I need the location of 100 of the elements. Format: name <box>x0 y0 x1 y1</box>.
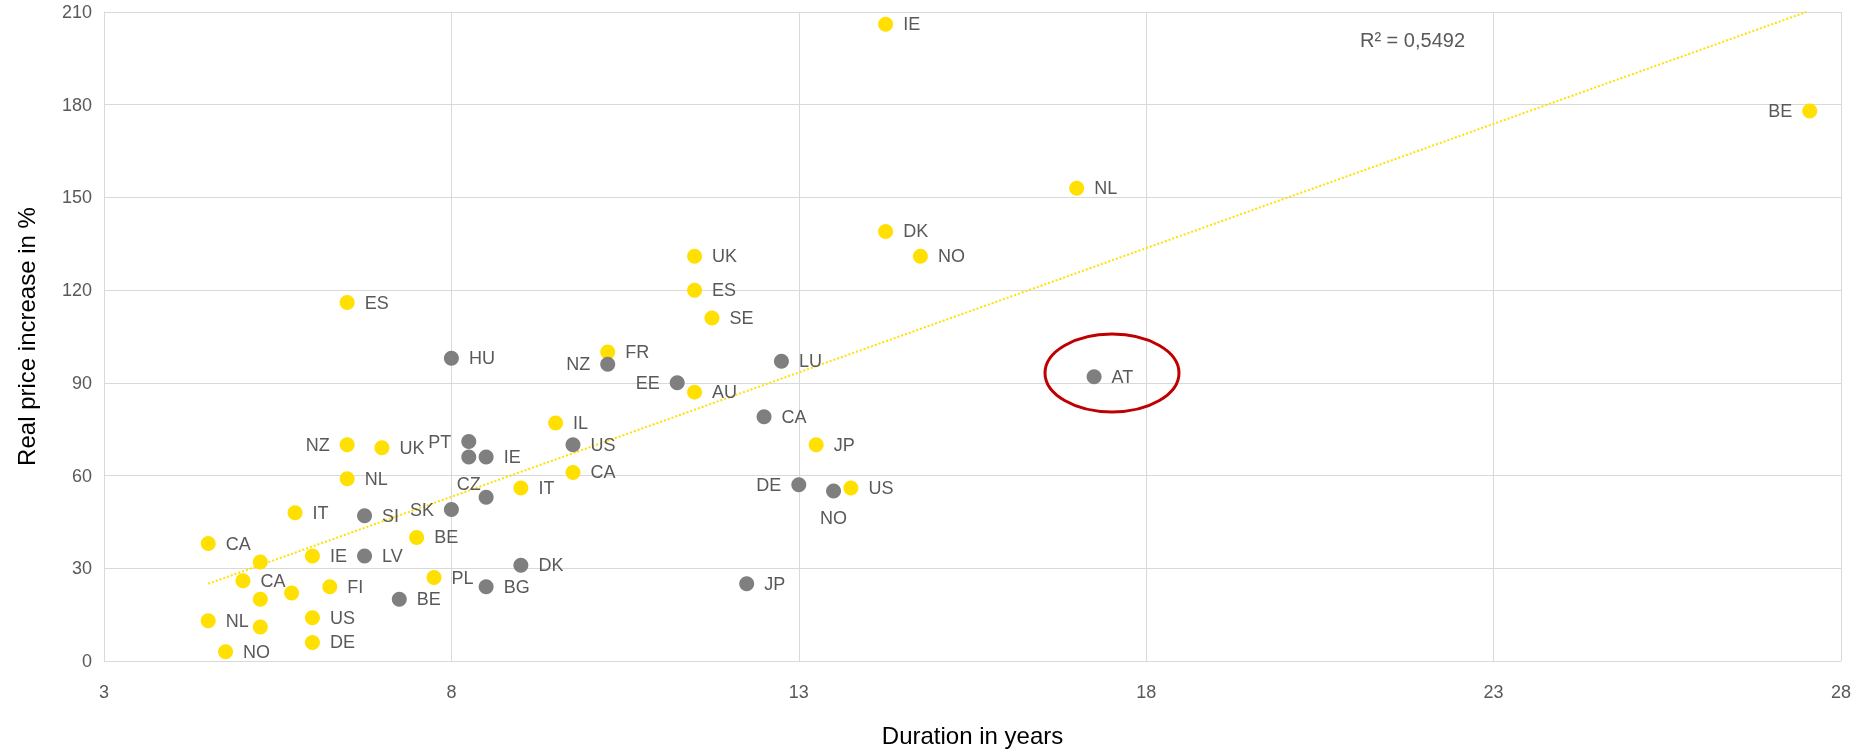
point <box>235 573 251 589</box>
point <box>669 375 685 391</box>
data-label: NO <box>243 641 271 662</box>
point <box>826 483 842 499</box>
point <box>218 644 234 660</box>
data-label: IE <box>329 545 347 566</box>
x-tick-label: 8 <box>446 682 457 702</box>
data-label: ES <box>712 280 737 301</box>
data-label: IL <box>573 413 589 434</box>
y-tick-label: 150 <box>61 187 92 208</box>
point <box>600 344 616 360</box>
data-label: SE <box>729 307 754 328</box>
point <box>478 489 494 505</box>
y-tick-label: 60 <box>71 465 92 486</box>
point <box>600 356 616 372</box>
point <box>284 585 300 601</box>
point <box>409 529 425 545</box>
data-label: LU <box>798 351 822 372</box>
point <box>756 409 772 425</box>
y-axis-title: Real price increase in % <box>12 207 40 466</box>
data-label: BE <box>1768 100 1793 121</box>
point <box>443 350 459 366</box>
data-label: BE <box>434 527 459 548</box>
point <box>704 310 720 326</box>
data-label: FR <box>625 341 650 362</box>
point <box>339 437 355 453</box>
point <box>843 480 859 496</box>
point <box>252 591 268 607</box>
data-label: SK <box>409 499 434 520</box>
point <box>461 449 477 465</box>
point <box>252 619 268 635</box>
point <box>878 223 894 239</box>
point <box>304 634 320 650</box>
x-axis-title: Duration in years <box>881 721 1064 749</box>
point <box>1069 180 1085 196</box>
data-label: CA <box>225 533 251 554</box>
point <box>287 505 303 521</box>
data-label: CZ <box>456 473 481 494</box>
x-tick-label: 3 <box>98 682 110 702</box>
point <box>357 508 373 524</box>
point <box>687 282 703 298</box>
data-label: BE <box>416 589 441 610</box>
y-tick-label: 180 <box>61 94 92 115</box>
point <box>565 464 581 480</box>
point <box>357 548 373 564</box>
point <box>200 536 216 552</box>
annotation: R² = 0,5492 <box>1359 29 1466 51</box>
point <box>791 477 807 493</box>
point <box>1802 103 1818 119</box>
data-label: AT <box>1111 366 1134 387</box>
data-label: CA <box>260 570 286 591</box>
point <box>478 579 494 595</box>
data-label: IE <box>903 14 921 35</box>
data-label: NZ <box>566 354 591 375</box>
data-label: DK <box>903 221 929 242</box>
point <box>878 16 894 32</box>
data-label: US <box>590 434 616 455</box>
data-label: NL <box>364 468 388 489</box>
x-tick-label: 18 <box>1136 682 1157 702</box>
data-label: CA <box>781 406 807 427</box>
point <box>374 440 390 456</box>
data-label: ES <box>364 292 389 313</box>
point <box>513 480 529 496</box>
point <box>808 437 824 453</box>
point <box>391 591 407 607</box>
point <box>339 471 355 487</box>
data-label: NL <box>225 610 249 631</box>
data-label: BG <box>503 576 530 597</box>
x-tick-label: 23 <box>1483 682 1504 702</box>
point <box>461 434 477 450</box>
data-label: JP <box>764 573 786 594</box>
data-label: CA <box>590 462 616 483</box>
point <box>912 248 928 264</box>
point <box>478 449 494 465</box>
point <box>687 248 703 264</box>
data-label: DE <box>329 632 355 653</box>
data-label: FI <box>347 576 364 597</box>
data-label: NO <box>820 507 848 528</box>
data-label: HU <box>468 348 495 369</box>
data-label: IT <box>312 502 329 523</box>
data-label: LV <box>382 545 403 566</box>
point <box>565 437 581 453</box>
data-label: PT <box>428 431 452 452</box>
point <box>1086 369 1102 385</box>
data-label: DK <box>538 555 564 576</box>
point <box>252 554 268 570</box>
point <box>322 579 338 595</box>
point <box>773 353 789 369</box>
data-label: IE <box>503 447 521 468</box>
x-tick-label: 13 <box>788 682 809 702</box>
data-label: UK <box>399 437 425 458</box>
data-label: NO <box>937 246 965 267</box>
y-tick-label: 90 <box>71 372 92 393</box>
y-tick-label: 30 <box>71 558 92 579</box>
point <box>426 570 442 586</box>
data-label: JP <box>833 434 855 455</box>
y-tick-label: 120 <box>61 280 92 301</box>
data-label: US <box>329 607 355 628</box>
data-label: NZ <box>305 434 330 455</box>
y-tick-label: 0 <box>81 651 92 671</box>
